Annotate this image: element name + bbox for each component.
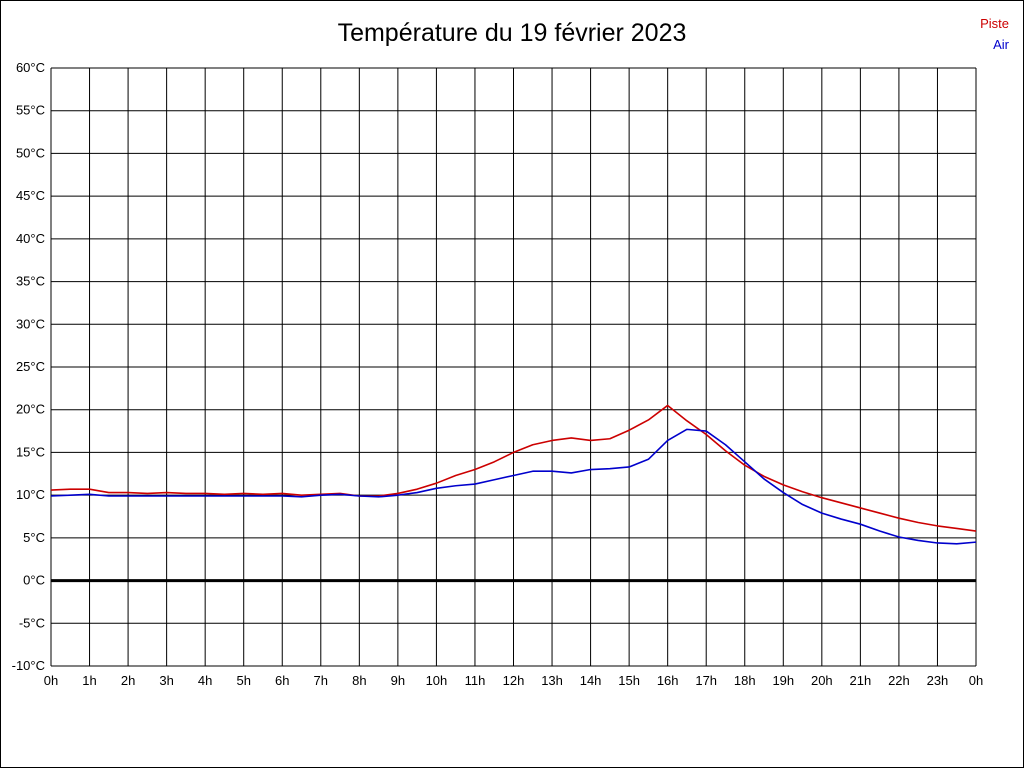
x-tick-label: 23h [927, 673, 949, 688]
legend-item-piste: Piste [980, 16, 1009, 31]
x-tick-label: 19h [772, 673, 794, 688]
x-tick-label: 10h [426, 673, 448, 688]
y-tick-label: 50°C [16, 145, 45, 160]
x-tick-label: 0h [44, 673, 58, 688]
x-tick-label: 2h [121, 673, 135, 688]
x-tick-label: 9h [391, 673, 405, 688]
x-tick-label: 8h [352, 673, 366, 688]
x-tick-label: 5h [236, 673, 250, 688]
x-tick-label: 12h [503, 673, 525, 688]
x-tick-label: 16h [657, 673, 679, 688]
x-tick-label: 11h [465, 673, 486, 688]
x-tick-label: 18h [734, 673, 756, 688]
y-tick-label: 40°C [16, 231, 45, 246]
y-tick-label: -5°C [19, 615, 45, 630]
chart-title: Température du 19 février 2023 [337, 19, 687, 47]
legend: Piste Air [980, 13, 1009, 55]
y-tick-label: 30°C [16, 316, 45, 331]
y-tick-label: 10°C [16, 487, 45, 502]
x-tick-label: 6h [275, 673, 289, 688]
x-tick-label: 13h [541, 673, 563, 688]
x-tick-label: 3h [159, 673, 173, 688]
series-line-piste [50, 404, 977, 532]
legend-item-air: Air [993, 37, 1009, 52]
x-tick-label: 0h [969, 673, 983, 688]
y-tick-label: 20°C [16, 402, 45, 417]
series-line-air [50, 428, 977, 545]
y-tick-label: 45°C [16, 188, 45, 203]
x-tick-label: 22h [888, 673, 910, 688]
x-tick-label: 1h [82, 673, 96, 688]
y-tick-label: 5°C [23, 530, 45, 545]
y-tick-label: 15°C [16, 444, 45, 459]
x-tick-label: 7h [314, 673, 328, 688]
x-tick-label: 15h [618, 673, 640, 688]
x-tick-label: 14h [580, 673, 602, 688]
y-tick-label: 60°C [16, 60, 45, 75]
x-tick-label: 20h [811, 673, 833, 688]
x-tick-label: 4h [198, 673, 212, 688]
y-tick-label: 35°C [16, 274, 45, 289]
x-tick-label: 21h [850, 673, 872, 688]
y-tick-label: 55°C [16, 103, 45, 118]
y-tick-label: 25°C [16, 359, 45, 374]
x-tick-label: 17h [695, 673, 717, 688]
y-tick-label: 0°C [23, 573, 45, 588]
y-tick-label: -10°C [12, 658, 45, 673]
